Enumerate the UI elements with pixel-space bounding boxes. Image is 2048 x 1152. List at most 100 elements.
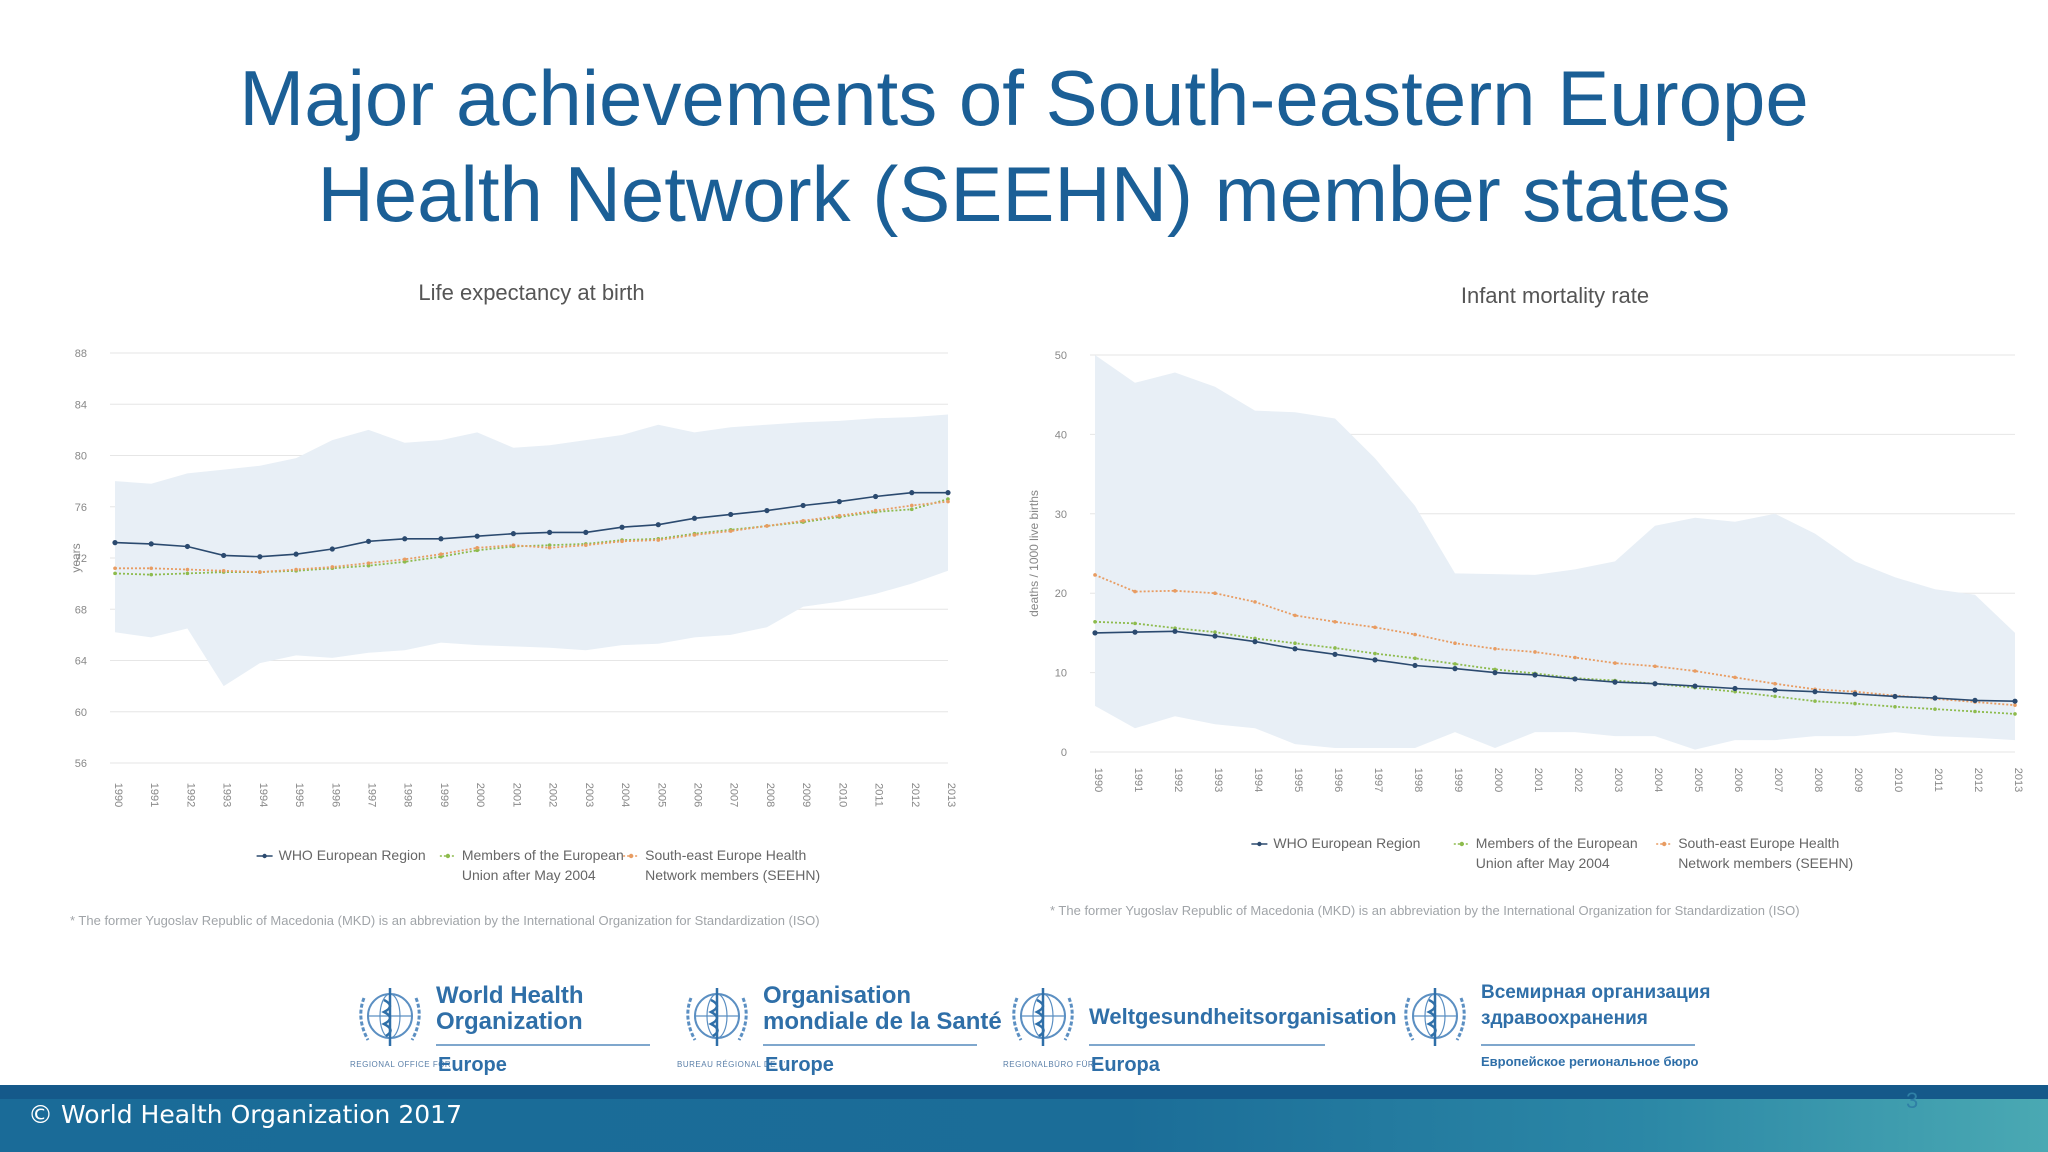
legend-item-2: Members of the European Union after May 2… <box>1453 835 1638 871</box>
data-point <box>1812 689 1818 695</box>
who-emblem-icon <box>359 988 421 1046</box>
data-point <box>294 567 298 572</box>
data-point <box>873 508 878 513</box>
y-tick-label: 20 <box>1055 588 1067 600</box>
data-point <box>1372 657 1378 663</box>
data-point <box>1653 664 1657 669</box>
data-point <box>1973 709 1977 714</box>
data-point <box>1333 619 1337 624</box>
data-point <box>511 543 516 547</box>
x-tick-label: 1995 <box>1292 768 1304 792</box>
x-tick-label: 2010 <box>836 783 848 807</box>
data-point <box>1533 650 1537 654</box>
x-tick-label: 2012 <box>909 783 921 807</box>
logo-region-label: Europe <box>438 1054 507 1076</box>
x-tick-label: 2002 <box>1572 768 1584 792</box>
copyright-text: © World Health Organization 2017 <box>28 1100 462 1129</box>
data-point <box>1813 699 1817 703</box>
data-point <box>1693 669 1697 673</box>
y-tick-label: 76 <box>75 502 87 514</box>
logo-name-line: здравоохранения <box>1481 1008 1648 1029</box>
data-point <box>1892 693 1898 700</box>
data-point <box>1453 641 1457 646</box>
data-point <box>547 545 552 550</box>
data-point <box>801 519 805 523</box>
data-point <box>184 543 191 550</box>
logo-region-label: Европейское региональное бюро <box>1481 1054 1699 1069</box>
data-point <box>1732 685 1738 692</box>
legend-label: WHO European Region <box>1273 835 1420 851</box>
x-tick-label: 2006 <box>1732 768 1744 792</box>
data-point <box>1133 589 1137 594</box>
data-point <box>1253 600 1257 604</box>
data-point <box>257 554 263 560</box>
data-point <box>2012 698 2018 704</box>
x-tick-label: 2003 <box>583 783 595 807</box>
laurel-right <box>1063 997 1074 1041</box>
x-tick-label: 2008 <box>1812 768 1824 792</box>
data-point <box>475 548 479 553</box>
laurel-right <box>410 997 421 1041</box>
data-point <box>1613 661 1617 665</box>
data-point <box>2013 712 2017 716</box>
y-axis-label: years <box>69 543 83 572</box>
x-tick-label: 1998 <box>402 783 414 807</box>
x-tick-label: 1997 <box>366 783 378 807</box>
y-tick-label: 72 <box>75 553 87 565</box>
data-point <box>439 554 443 559</box>
data-point <box>1213 630 1217 634</box>
serpent <box>708 998 719 1038</box>
data-point <box>764 507 770 514</box>
data-point <box>945 490 951 496</box>
x-tick-label: 1991 <box>148 783 160 807</box>
data-point <box>1452 666 1458 672</box>
x-tick-label: 2005 <box>655 783 667 807</box>
serpent <box>1034 998 1045 1038</box>
logo-name-line: Organisation <box>763 982 912 1009</box>
data-point <box>1292 646 1298 652</box>
slide-title-line-1: Major achievements of South-eastern Euro… <box>239 54 1809 142</box>
data-point <box>1373 651 1377 656</box>
data-point <box>1773 694 1777 699</box>
data-point <box>1252 639 1258 645</box>
data-point <box>1492 670 1498 676</box>
y-tick-label: 80 <box>75 451 87 463</box>
logo-sub-label: REGIONAL OFFICE FOR <box>350 1060 452 1069</box>
data-point <box>1772 687 1778 693</box>
data-point <box>1852 691 1858 697</box>
data-point <box>1173 589 1177 593</box>
data-point <box>185 571 190 576</box>
data-point <box>439 552 443 556</box>
laurel-left <box>686 997 697 1041</box>
data-point <box>113 571 117 576</box>
data-point <box>1172 628 1178 634</box>
data-point <box>800 502 806 509</box>
data-point <box>112 540 118 546</box>
data-point <box>1572 676 1578 682</box>
x-tick-label: 2009 <box>1852 768 1864 792</box>
data-point <box>765 524 769 528</box>
range-band <box>115 414 948 687</box>
x-tick-label: 2005 <box>1692 768 1704 792</box>
data-point <box>149 572 154 577</box>
footer-stripe <box>0 1085 2048 1099</box>
x-tick-label: 2010 <box>1892 768 1904 792</box>
y-tick-label: 84 <box>75 399 87 411</box>
data-point <box>402 536 408 542</box>
series-line-1 <box>1094 630 2016 702</box>
x-tick-label: 1996 <box>329 783 341 807</box>
data-point <box>1293 641 1297 646</box>
x-tick-label: 2008 <box>764 783 776 807</box>
data-point <box>402 560 407 564</box>
legend-item-3: South-east Europe Health Network members … <box>1656 835 1853 871</box>
x-tick-label: 1990 <box>112 783 124 807</box>
data-point <box>293 551 299 557</box>
data-point <box>691 515 698 521</box>
x-tick-label: 1998 <box>1412 768 1424 792</box>
data-point <box>655 522 661 528</box>
legend-label: Union after May 2004 <box>1476 855 1610 871</box>
y-tick-label: 60 <box>75 707 87 719</box>
data-point <box>909 503 914 508</box>
x-tick-label: 2013 <box>2012 768 2024 792</box>
legend-marker <box>1459 841 1464 847</box>
